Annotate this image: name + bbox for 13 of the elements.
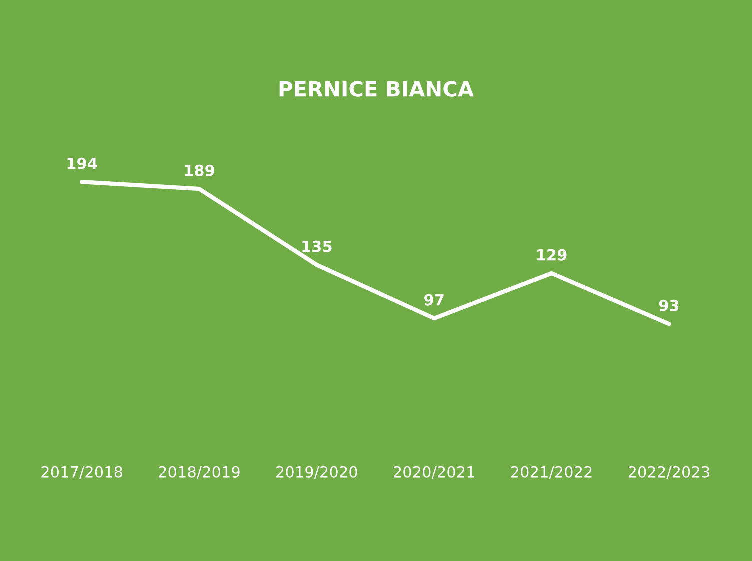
x-tick-label: 2020/2021 bbox=[394, 466, 474, 480]
data-label: 129 bbox=[538, 249, 567, 261]
x-tick-label: 2021/2022 bbox=[511, 466, 592, 480]
data-label: 93 bbox=[659, 300, 679, 312]
chart-title: PERNICE BIANCA bbox=[280, 81, 474, 97]
x-tick-label: 2017/2018 bbox=[42, 466, 122, 480]
x-tick-label: 2022/2023 bbox=[628, 466, 710, 480]
data-label: 97 bbox=[424, 294, 444, 306]
data-label: 135 bbox=[302, 240, 332, 252]
x-tick-label: 2019/2020 bbox=[276, 466, 358, 480]
data-label: 189 bbox=[185, 164, 214, 176]
x-tick-label: 2018/2019 bbox=[159, 466, 240, 480]
data-label: 194 bbox=[68, 158, 98, 170]
